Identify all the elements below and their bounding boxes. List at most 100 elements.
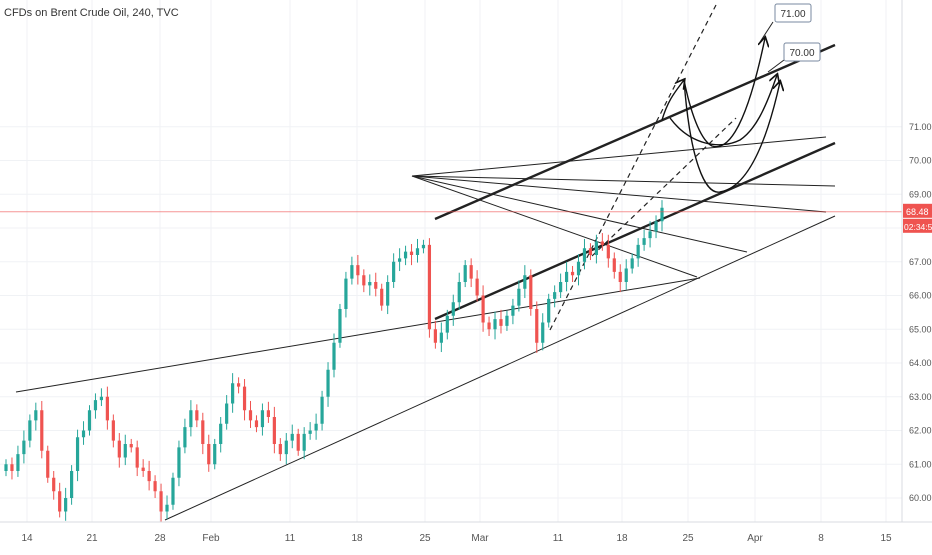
y-tick-label: 60.00 — [909, 493, 932, 503]
trendlines — [15, 4, 836, 521]
candle-body — [481, 295, 485, 323]
candle-body — [570, 271, 575, 276]
candle-body — [260, 410, 265, 428]
candle-body — [523, 275, 527, 289]
x-tick-label: 28 — [154, 533, 166, 544]
annotation-pointer — [759, 21, 774, 43]
x-tick-label: 18 — [351, 533, 363, 544]
candle-body — [332, 342, 336, 370]
candle-body — [183, 427, 187, 448]
candle-body — [660, 207, 664, 222]
y-tick-label: 65.00 — [909, 324, 932, 334]
target-label-71: 71.00 — [780, 9, 805, 20]
target-label-70-box — [783, 42, 821, 62]
candle-body — [362, 275, 366, 286]
y-tick-label: 67.00 — [909, 257, 932, 267]
candle-body — [81, 430, 86, 438]
candle-body — [588, 248, 593, 255]
candle-body — [87, 410, 92, 431]
candle-body — [564, 271, 569, 282]
candle-body — [314, 423, 318, 431]
wedge-lower-line — [164, 215, 836, 521]
candle-body — [135, 447, 139, 468]
candles — [4, 200, 664, 522]
candle-body — [356, 265, 360, 276]
candle-body — [630, 258, 634, 269]
candle-body — [594, 241, 598, 255]
x-tick-label: 25 — [682, 533, 694, 544]
candle-body — [493, 319, 497, 330]
candle-body — [409, 251, 414, 255]
candle-body — [99, 396, 104, 401]
candle-body — [445, 315, 449, 333]
candle-body — [398, 258, 402, 262]
candle-body — [64, 498, 68, 512]
candle-body — [374, 282, 378, 289]
candle-body — [308, 430, 312, 434]
candle-body — [654, 221, 658, 232]
wedge-upper-line — [15, 277, 701, 393]
candle-body — [475, 278, 479, 296]
x-tick-label: 8 — [818, 533, 824, 544]
candle-body — [487, 322, 491, 330]
candle-body — [582, 248, 587, 262]
candle-body — [636, 244, 640, 259]
x-tick-label: 11 — [553, 533, 564, 544]
candle-body — [254, 420, 259, 428]
x-tick-label: 11 — [285, 533, 296, 544]
time-axis[interactable]: 14 21 28 Feb 11 18 25 Mar 11 18 25 Apr 8 15 — [0, 521, 932, 544]
y-tick-label: 66.00 — [909, 291, 932, 301]
candle-body — [553, 292, 557, 299]
candle-body — [129, 444, 133, 448]
candle-body — [10, 464, 14, 471]
candle-body — [189, 410, 193, 428]
x-tick-label: 25 — [419, 533, 431, 544]
y-tick-label: 64.00 — [909, 358, 932, 368]
candle-body — [529, 275, 533, 309]
candle-body — [58, 491, 62, 512]
candle-body — [648, 231, 652, 239]
x-tick-label: Feb — [202, 533, 220, 544]
candle-body — [4, 464, 8, 471]
candle-body — [326, 369, 330, 397]
candle-body — [541, 322, 545, 343]
candle-body — [272, 417, 276, 444]
projection-arrow — [683, 38, 765, 148]
candle-body — [123, 444, 127, 458]
dashed-channel-upper — [549, 4, 717, 331]
candle-body — [612, 258, 616, 272]
candle-body — [380, 288, 384, 306]
candle-body — [242, 386, 247, 411]
price-axis[interactable]: 60.00 61.00 62.00 63.00 64.00 65.00 66.00 67.00… — [901, 0, 932, 522]
grid — [0, 0, 902, 522]
fan-line — [411, 175, 836, 187]
candle-body — [302, 433, 306, 451]
candle-body — [559, 282, 563, 293]
x-tick-label: 21 — [86, 533, 98, 544]
candle-body — [392, 261, 396, 282]
candle-body — [415, 248, 420, 255]
candle-body — [231, 383, 235, 404]
candle-body — [225, 403, 229, 424]
candle-body — [320, 396, 324, 424]
candle-body — [46, 450, 50, 478]
candle-body — [52, 477, 56, 492]
candle-body — [153, 481, 157, 492]
candle-body — [463, 265, 467, 282]
target-label-70: 70.00 — [789, 48, 814, 59]
candle-body — [457, 282, 461, 303]
projection-arrows: 71.00 70.00 — [661, 3, 821, 193]
last-price-badge — [903, 203, 932, 218]
annotation-pointer — [767, 59, 785, 73]
candle-body — [618, 271, 622, 282]
y-tick-label: 70.00 — [909, 156, 932, 166]
candle-body — [177, 447, 181, 478]
x-tick-label: 18 — [616, 533, 628, 544]
fan-line — [411, 175, 748, 253]
candle-body — [350, 265, 354, 279]
candle-body — [469, 265, 473, 279]
candle-body — [236, 383, 241, 387]
chart-title: CFDs on Brent Crude Oil, 240, TVC — [4, 7, 179, 19]
